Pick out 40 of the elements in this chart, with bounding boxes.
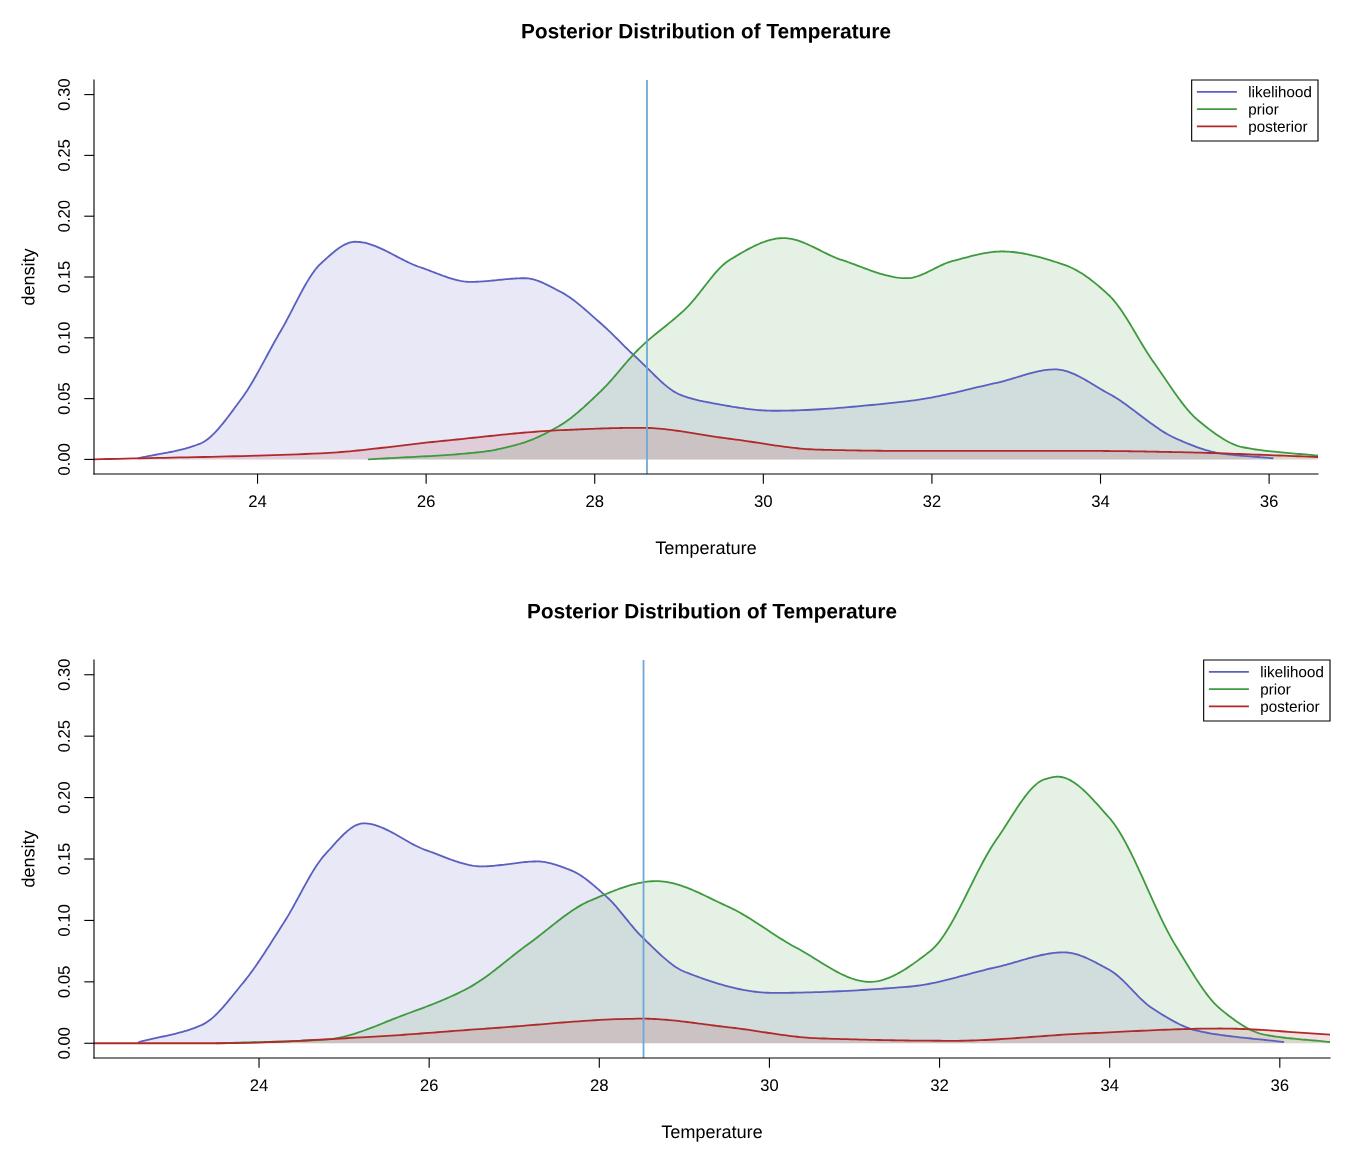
chart-title: Posterior Distribution of Temperature	[522, 23, 891, 43]
y-tick-label: 0.15	[58, 261, 70, 293]
x-tick-label: 34	[1091, 495, 1110, 508]
x-tick-label: 28	[590, 1079, 608, 1092]
legend-label: likelihood	[1261, 666, 1323, 678]
x-axis-title: Temperature	[655, 541, 756, 558]
y-axis-title: density	[21, 248, 39, 305]
x-tick-label: 30	[760, 1079, 779, 1092]
y-tick-label: 0.20	[58, 200, 70, 232]
y-tick-label: 0.20	[58, 782, 70, 814]
y-tick-label: 0.10	[58, 322, 70, 354]
x-tick-label: 26	[417, 495, 435, 508]
x-tick-label: 34	[1101, 1079, 1119, 1092]
x-axis-title: Temperature	[661, 1125, 762, 1142]
x-tick-label: 24	[250, 1079, 268, 1091]
x-tick-label: 32	[923, 495, 941, 508]
x-tick-label: 32	[930, 1079, 948, 1092]
x-tick-label: 36	[1271, 1079, 1289, 1092]
y-tick-label: 0.25	[58, 720, 70, 752]
y-axis-title: density	[21, 830, 39, 887]
y-tick-label: 0.15	[58, 843, 70, 875]
chart-title: Posterior Distribution of Temperature	[528, 603, 897, 623]
x-tick-label: 24	[249, 495, 267, 507]
y-tick-label: 0.10	[58, 904, 70, 936]
legend-label: likelihood	[1249, 86, 1311, 98]
y-tick-label: 0.00	[58, 1027, 70, 1059]
y-tick-label: 0.00	[58, 443, 70, 475]
x-tick-label: 36	[1260, 495, 1278, 508]
y-tick-label: 0.30	[58, 659, 70, 691]
x-tick-label: 26	[420, 1079, 438, 1092]
legend-label: prior	[1249, 103, 1279, 118]
legend-label: prior	[1261, 683, 1291, 698]
y-tick-label: 0.30	[58, 79, 70, 111]
y-tick-label: 0.05	[58, 383, 70, 415]
y-tick-label: 0.25	[58, 139, 70, 171]
legend-label: posterior	[1261, 700, 1320, 715]
y-tick-label: 0.05	[58, 966, 70, 998]
x-tick-label: 28	[586, 495, 604, 508]
x-tick-label: 30	[754, 495, 772, 508]
legend-label: posterior	[1249, 120, 1308, 135]
